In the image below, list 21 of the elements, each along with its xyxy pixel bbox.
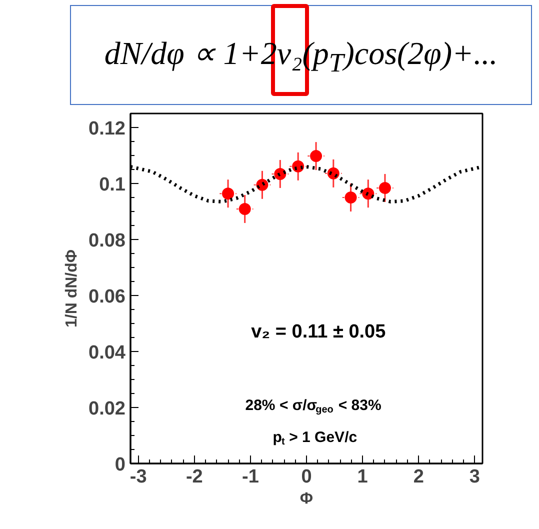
y-tick-label: 0.04 [88,342,126,364]
x-tick-label: 0 [301,466,312,488]
point [344,192,357,204]
x-tick-label: -1 [242,466,260,488]
point [378,182,391,194]
point [238,202,251,215]
x-tick-label: 3 [469,466,480,488]
x-axis-title: Φ [300,490,314,508]
point [310,150,322,162]
y-tick-label: 0.12 [88,118,126,140]
y-tick-label: 0.06 [88,286,126,308]
y-tick-label: 0.08 [88,230,126,252]
x-tick-label: 2 [413,466,424,488]
annotation: v₂ = 0.11 ± 0.05 [251,321,386,342]
y-tick-label: 0.02 [88,398,126,420]
x-tick-label: -2 [186,466,203,488]
x-tick-label: 1 [357,466,368,488]
y-axis-title: 1/N dN/dΦ [64,249,81,328]
x-tick-label: -3 [130,466,147,488]
point [222,188,234,200]
y-tick-label: 0.1 [99,174,126,196]
